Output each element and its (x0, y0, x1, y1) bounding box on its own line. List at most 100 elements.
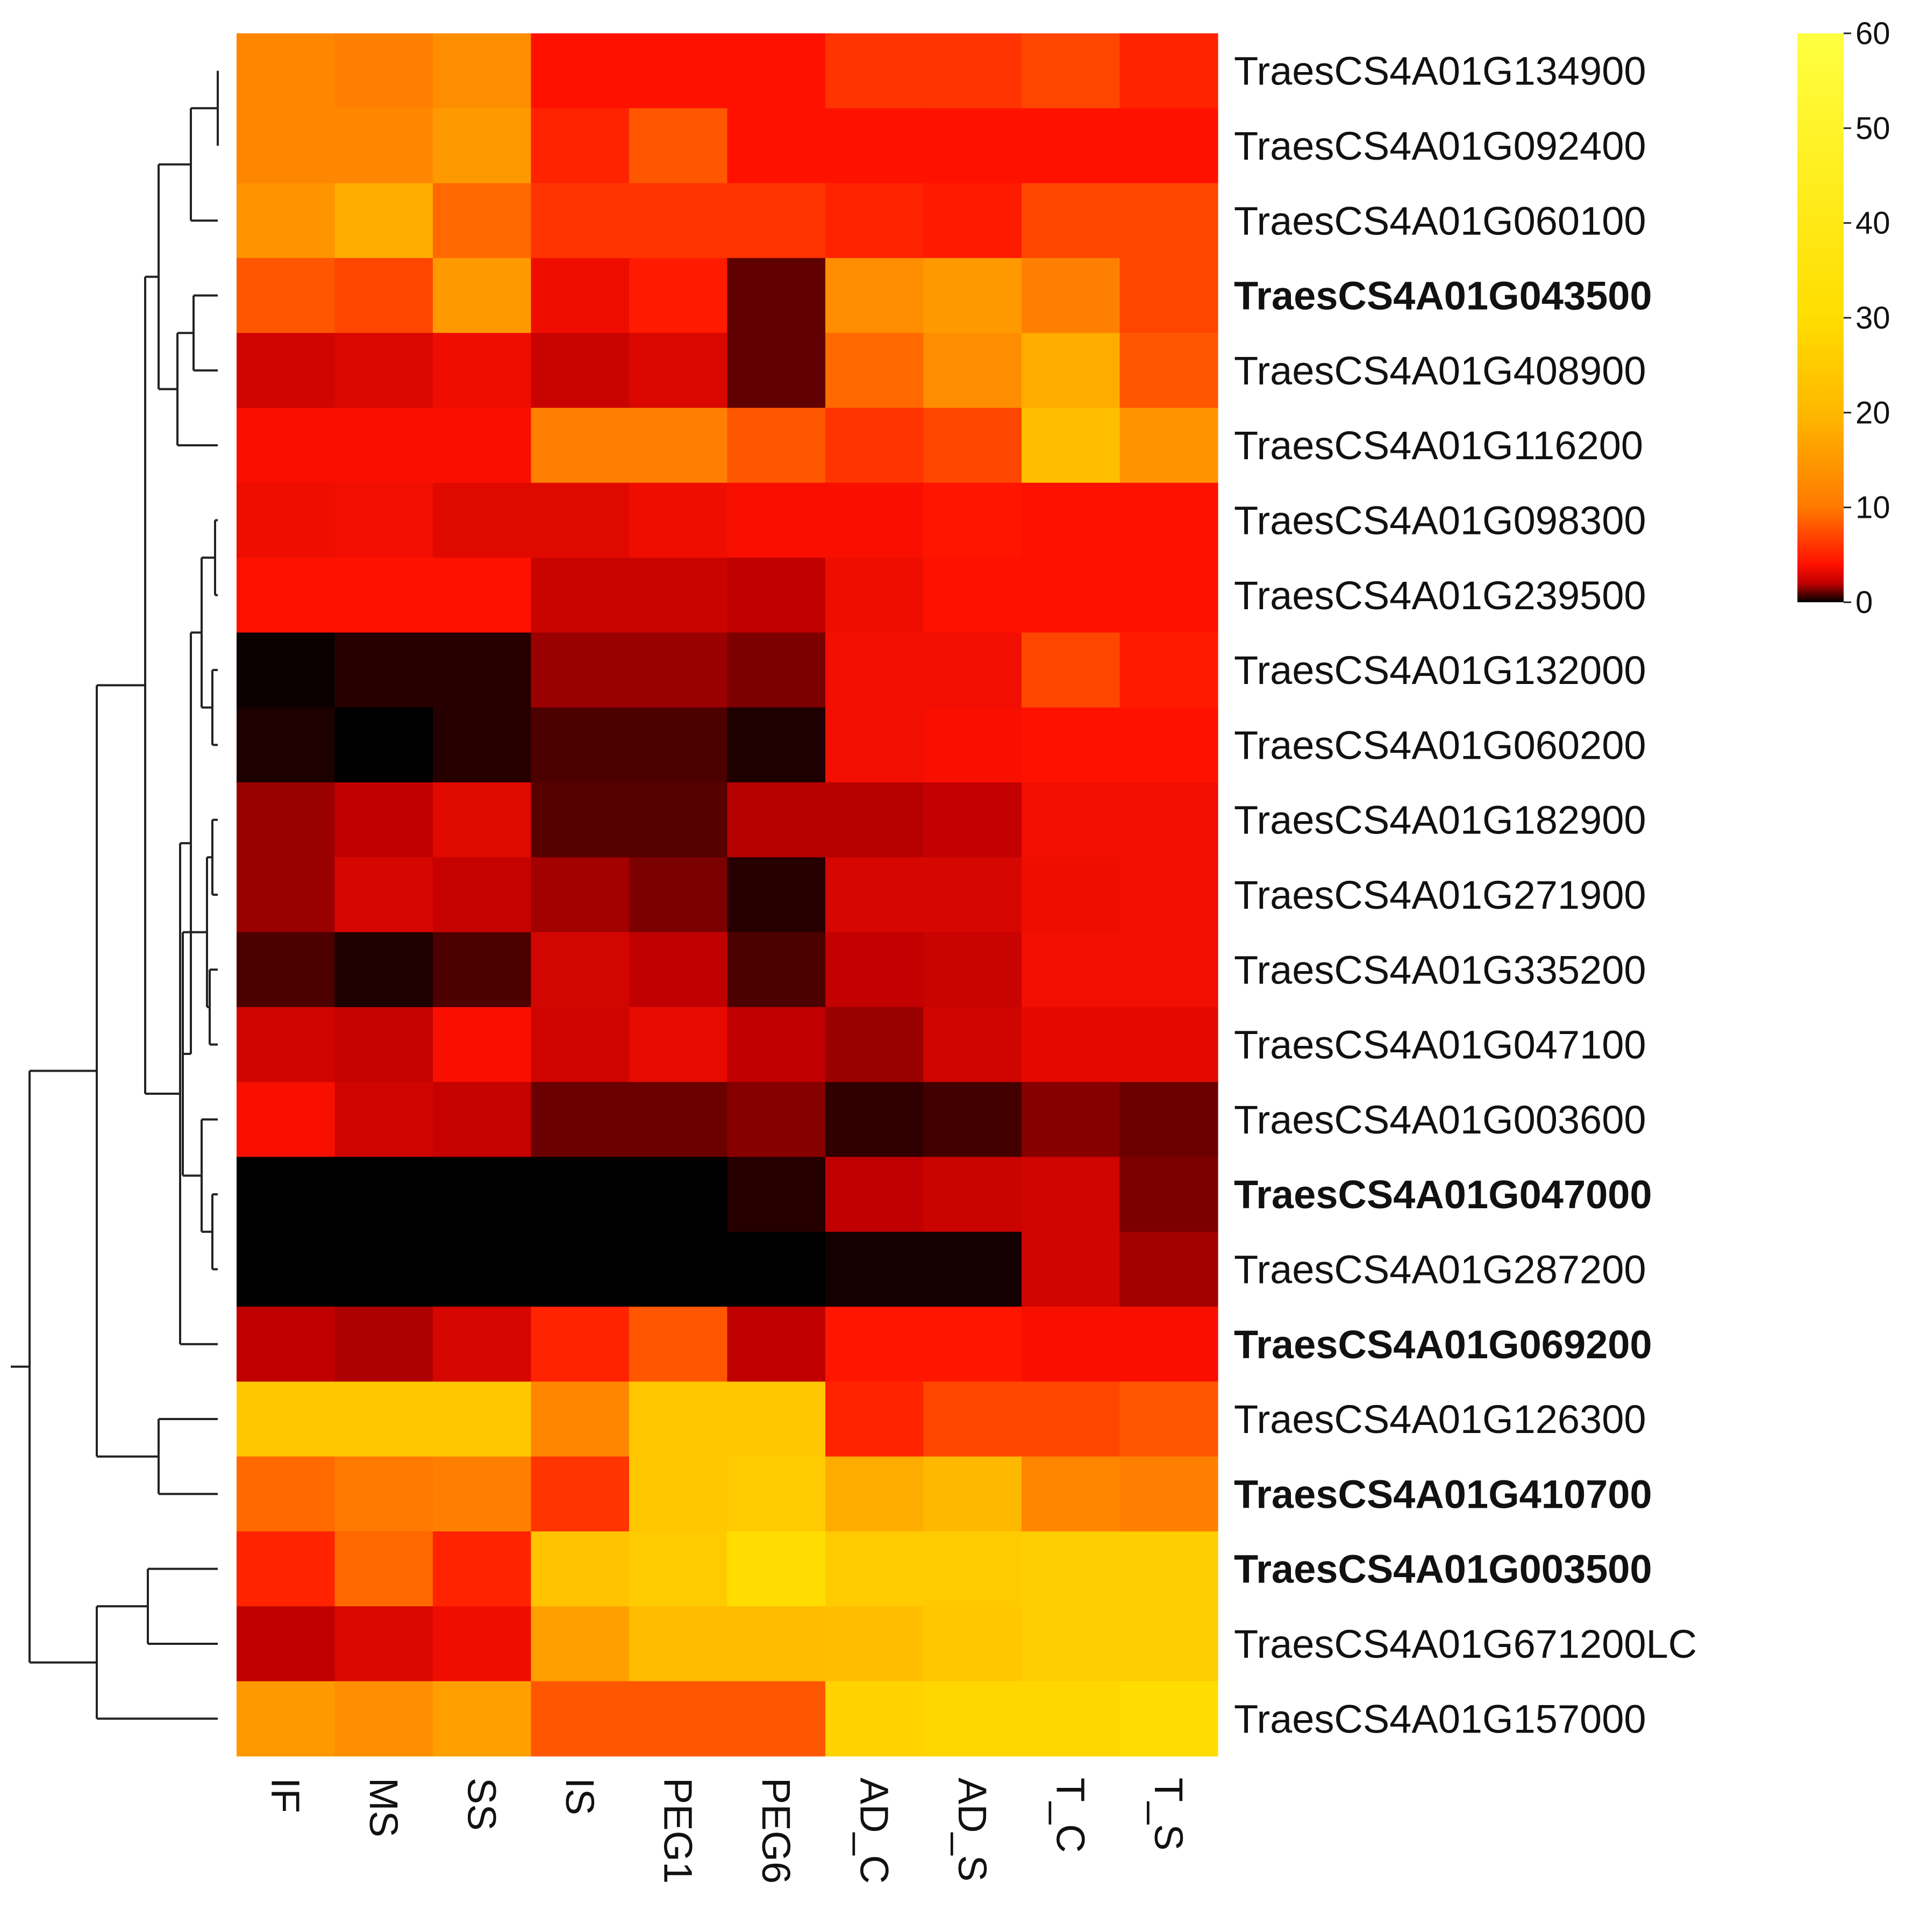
heatmap-cell (629, 1381, 728, 1457)
heatmap-cell (629, 1456, 728, 1532)
heatmap-cell (825, 1681, 924, 1757)
heatmap-cell (727, 782, 826, 858)
heatmap-cell (531, 1381, 630, 1457)
heatmap-cell (433, 1606, 532, 1682)
heatmap-cell (531, 258, 630, 333)
heatmap-cell (923, 1381, 1022, 1457)
heatmap-cell (825, 1456, 924, 1532)
color-scale-bar (1797, 33, 1844, 602)
heatmap-cell (825, 108, 924, 184)
heatmap-cell (433, 1531, 532, 1607)
heatmap-cell (629, 1231, 728, 1307)
heatmap-cell (629, 1606, 728, 1682)
heatmap-cell (334, 1157, 433, 1232)
heatmap-cell (237, 782, 336, 858)
heatmap-cell (237, 1456, 336, 1532)
heatmap-cell (237, 632, 336, 708)
column-label: PEG6 (754, 1778, 798, 1884)
heatmap-cell (237, 857, 336, 933)
heatmap-cell (727, 1381, 826, 1457)
heatmap-cell (334, 108, 433, 184)
heatmap-cell (923, 183, 1022, 259)
heatmap-cell (334, 482, 433, 558)
heatmap-cell (1119, 1681, 1218, 1757)
heatmap-cell (629, 857, 728, 933)
row-label: TraesCS4A01G132000 (1234, 648, 1646, 693)
heatmap-cell (923, 782, 1022, 858)
heatmap-cell (531, 857, 630, 933)
heatmap-cell (923, 857, 1022, 933)
heatmap-cell (923, 1307, 1022, 1382)
heatmap-cell (433, 558, 532, 633)
heatmap-cell (727, 857, 826, 933)
heatmap-cell (727, 932, 826, 1008)
row-labels: TraesCS4A01G134900 TraesCS4A01G092400 Trae… (1234, 49, 1697, 1742)
heatmap-cell (531, 1606, 630, 1682)
row-label: TraesCS4A01G116200 (1234, 423, 1643, 468)
heatmap-cell (1119, 1531, 1218, 1607)
heatmap-cell (237, 333, 336, 409)
heatmap-cell (1022, 1157, 1120, 1232)
scale-tick-label: 10 (1855, 490, 1890, 525)
row-label: TraesCS4A01G092400 (1234, 124, 1646, 168)
row-label: TraesCS4A01G410700 (1234, 1472, 1652, 1516)
heatmap-cell (1119, 108, 1218, 184)
row-label: TraesCS4A01G671200LC (1234, 1622, 1697, 1666)
heatmap-cell (1119, 1157, 1218, 1232)
column-label: AD_S (950, 1778, 995, 1881)
heatmap-cell (825, 1082, 924, 1158)
heatmap-cell (237, 258, 336, 333)
heatmap-cell (1119, 333, 1218, 409)
heatmap-cell (1022, 707, 1120, 783)
heatmap-cell (433, 1157, 532, 1232)
heatmap-cell (334, 1681, 433, 1757)
scale-tick-label: 0 (1855, 585, 1873, 620)
heatmap-cell (825, 1307, 924, 1382)
heatmap-cell (334, 1606, 433, 1682)
heatmap-cell (727, 558, 826, 633)
column-label: MS (361, 1778, 406, 1837)
heatmap-cell (334, 183, 433, 259)
heatmap-cell (334, 558, 433, 633)
heatmap-cell (433, 857, 532, 933)
heatmap-cell (1022, 33, 1120, 109)
heatmap-cell (531, 1531, 630, 1607)
heatmap-cell (334, 632, 433, 708)
row-label: TraesCS4A01G003600 (1234, 1097, 1646, 1142)
heatmap-cell (531, 1007, 630, 1082)
heatmap-cell (433, 1456, 532, 1532)
heatmap-cell (237, 1681, 336, 1757)
heatmap-cell (1022, 558, 1120, 633)
heatmap-cell (1119, 33, 1218, 109)
heatmap-cell (1119, 1082, 1218, 1158)
heatmap-cell (727, 258, 826, 333)
heatmap-cell (825, 857, 924, 933)
heatmap-cell (923, 33, 1022, 109)
heatmap-cell (923, 1606, 1022, 1682)
heatmap-cell (1022, 1082, 1120, 1158)
heatmap-cell (825, 782, 924, 858)
heatmap-cell (237, 408, 336, 483)
heatmap-cell (1119, 707, 1218, 783)
heatmap-cell (727, 1531, 826, 1607)
heatmap-cell (237, 1606, 336, 1682)
heatmap-cell (334, 707, 433, 783)
heatmap-cell (727, 108, 826, 184)
heatmap-cell (1022, 183, 1120, 259)
row-label: TraesCS4A01G126300 (1234, 1397, 1646, 1442)
heatmap-cell (237, 1082, 336, 1158)
heatmap-cell (1119, 1307, 1218, 1382)
heatmap-cell (923, 1231, 1022, 1307)
heatmap-cell (1022, 482, 1120, 558)
heatmap-cell (531, 1681, 630, 1757)
heatmap-cell (727, 33, 826, 109)
heatmap-cell (825, 482, 924, 558)
heatmap-cell (727, 1456, 826, 1532)
heatmap-cell (334, 1531, 433, 1607)
row-label: TraesCS4A01G047100 (1234, 1023, 1646, 1067)
heatmap-cell (825, 1231, 924, 1307)
heatmap-cell (237, 108, 336, 184)
heatmap-cell (531, 408, 630, 483)
heatmap-cell (334, 1231, 433, 1307)
heatmap-cell (237, 1007, 336, 1082)
